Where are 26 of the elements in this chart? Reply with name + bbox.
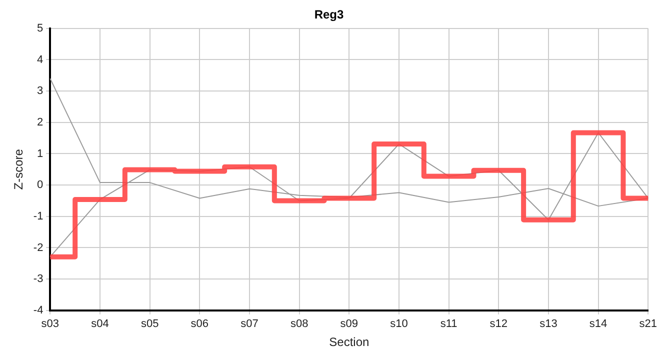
y-tick-label: 5 [37,22,44,34]
x-tick-label: s10 [390,318,408,330]
x-tick-label: s09 [340,318,358,330]
x-tick-label: s03 [41,318,60,330]
y-tick-label: -2 [33,242,44,254]
y-tick-label: 0 [37,179,44,192]
y-tick-label: -4 [33,304,44,316]
x-tick-label: s12 [490,318,508,330]
x-tick-label: s05 [140,318,159,330]
y-axis-title: Z-score [12,148,26,190]
x-tick-label: s21 [639,318,658,330]
x-tick-label: s04 [91,318,109,330]
y-tick-label: 3 [37,85,44,98]
x-tick-label: s13 [540,318,558,330]
chart-title: Reg3 [314,8,344,22]
x-tick-label: s06 [190,318,209,330]
y-tick-label: -3 [33,273,44,286]
y-tick-label: -1 [33,210,44,222]
x-tick-label: s14 [589,318,608,330]
x-tick-label: s08 [290,318,308,330]
y-tick-label: 2 [37,116,44,128]
x-axis-title: Section [329,335,370,350]
x-tick-label: s07 [240,318,258,330]
y-tick-label: 1 [37,148,44,160]
x-tick-label: s11 [440,318,458,330]
y-tick-label: 4 [37,54,44,66]
